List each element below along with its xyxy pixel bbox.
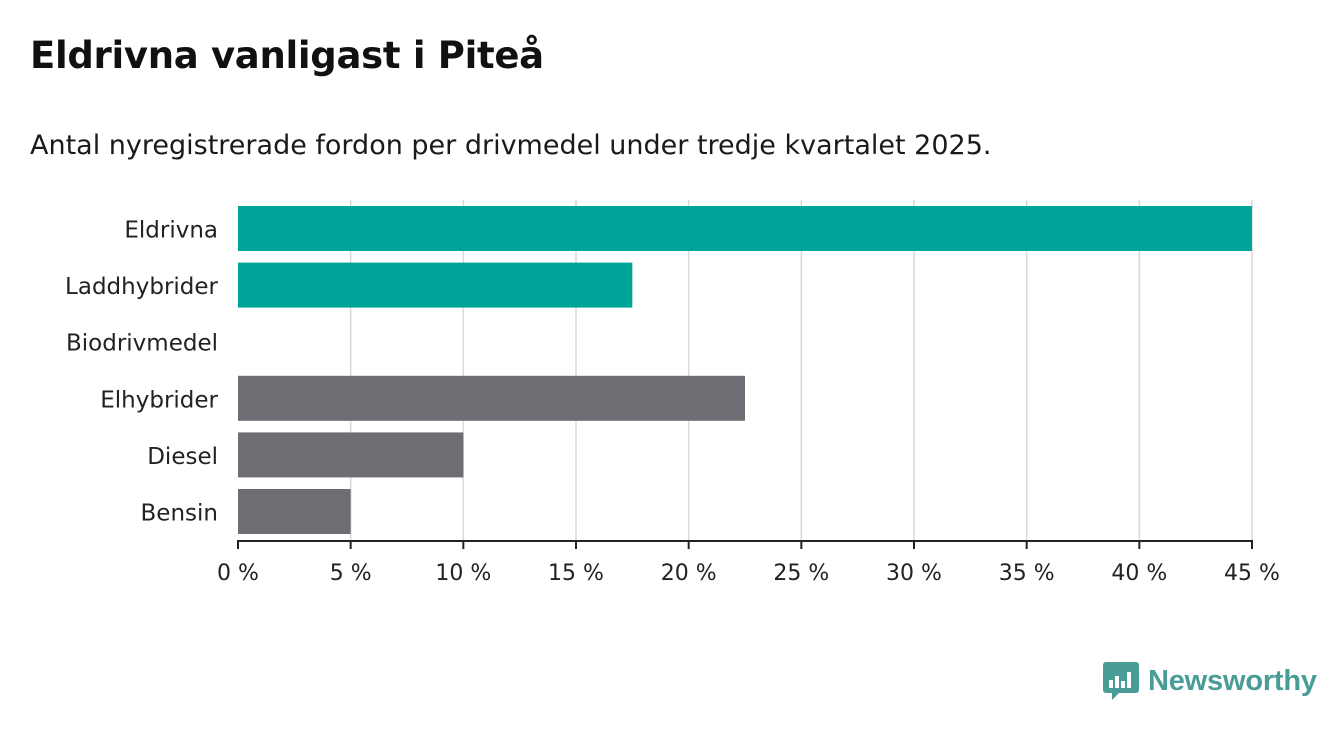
- category-label: Bensin: [141, 501, 218, 527]
- bar-diesel: [238, 432, 464, 478]
- x-tick-label: 5 %: [330, 561, 372, 586]
- category-label: Biodrivmedel: [66, 331, 218, 357]
- x-tick-label: 40 %: [1111, 561, 1167, 586]
- x-axis: 0 % 5 % 10 % 15 % 20 % 25 % 30 % 35 % 40 % 45 %: [217, 540, 1280, 586]
- grid-lines: [349, 200, 1253, 541]
- chart-subtitle: Antal nyregistrerade fordon per drivmede…: [30, 130, 992, 161]
- bars: [238, 206, 1252, 534]
- x-tick-label: 25 %: [773, 561, 829, 586]
- category-labels: Eldrivna Laddhybrider Biodrivmedel Elhybrid…: [65, 218, 218, 527]
- bar-laddhybrider: [238, 262, 633, 308]
- chart-title: Eldrivna vanligast i Piteå: [30, 34, 544, 77]
- bar-eldrivna: [238, 206, 1252, 251]
- newsworthy-logo-icon: [1103, 662, 1139, 700]
- x-tick-label: 0 %: [217, 561, 259, 586]
- category-label: Diesel: [147, 444, 218, 470]
- category-label: Elhybrider: [100, 387, 218, 413]
- bar-bensin: [238, 489, 351, 534]
- x-tick-label: 10 %: [435, 561, 491, 586]
- x-tick-label: 35 %: [999, 561, 1055, 586]
- x-tick-label: 30 %: [886, 561, 942, 586]
- x-tick-label: 45 %: [1224, 561, 1280, 586]
- newsworthy-logo: Newsworthy: [1103, 661, 1317, 701]
- bar-elhybrider: [238, 375, 745, 421]
- newsworthy-brand-name: Newsworthy: [1148, 664, 1317, 697]
- category-label: Laddhybrider: [65, 274, 218, 300]
- category-label: Eldrivna: [124, 218, 218, 244]
- x-tick-label: 20 %: [661, 561, 717, 586]
- x-tick-label: 15 %: [548, 561, 604, 586]
